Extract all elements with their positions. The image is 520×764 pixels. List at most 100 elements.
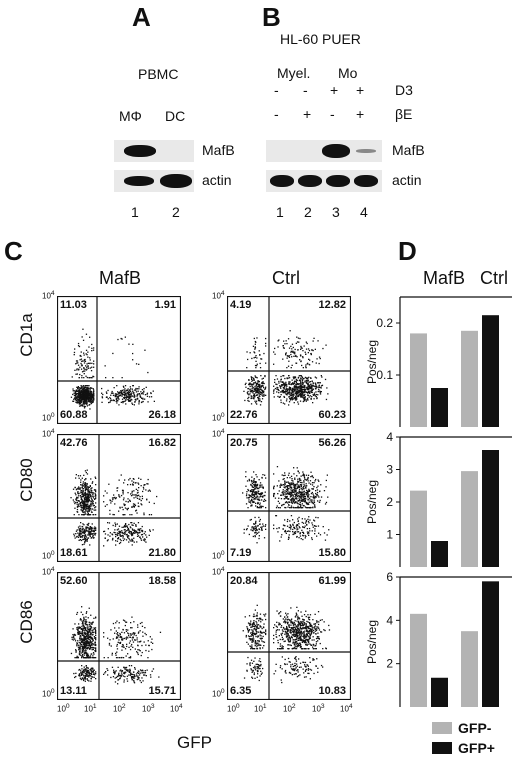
panel-d-column-mafb: MafB <box>423 268 466 288</box>
quadrant-ll: 6.35 <box>230 685 252 697</box>
be-sign-2: + <box>303 106 312 122</box>
y-tick: 104 <box>42 290 55 301</box>
be-sign-4: + <box>356 106 365 122</box>
be-sign-1: - <box>274 106 279 122</box>
x-tick: 101 <box>84 703 97 714</box>
quadrant-lr: 60.23 <box>318 409 346 421</box>
y-tick: 104 <box>212 566 225 577</box>
d3-sign-2: - <box>303 82 308 98</box>
y-tick-label: 2 <box>386 657 393 671</box>
blot-a-mafb <box>114 140 194 162</box>
legend-label-gfp-neg: GFP- <box>458 720 492 736</box>
blot-b-actin <box>266 170 382 192</box>
facs-events <box>70 606 162 685</box>
y-tick-label: 2 <box>386 495 393 509</box>
quadrant-ul: 52.60 <box>60 575 88 587</box>
quadrant-ul: 42.76 <box>60 437 88 449</box>
panel-c-column-mafb: MafB <box>99 268 142 288</box>
panel-b-lane-number-4: 4 <box>360 204 368 220</box>
panel-a-lane-number-2: 2 <box>172 204 180 220</box>
band <box>356 149 376 153</box>
y-tick: 104 <box>212 290 225 301</box>
d3-sign-1: - <box>274 82 279 98</box>
panel-a-lane-number-1: 1 <box>131 204 139 220</box>
panel-label-d: D <box>398 236 417 266</box>
panel-label-a: A <box>132 2 151 32</box>
y-tick-label: 6 <box>386 570 393 584</box>
quadrant-ll: 18.61 <box>60 547 88 559</box>
y-tick-label: 0.1 <box>376 368 393 382</box>
x-tick: 100 <box>227 703 240 714</box>
quadrant-ul: 20.84 <box>230 575 258 587</box>
y-tick-label: 1 <box>386 528 393 542</box>
x-tick: 103 <box>312 703 325 714</box>
x-tick: 102 <box>283 703 296 714</box>
y-axis-label: Pos/neg <box>365 480 379 524</box>
quadrant-ur: 1.91 <box>154 299 176 311</box>
panel-b-group-2: Mo <box>338 65 358 81</box>
facs-scatter <box>56 433 182 563</box>
band <box>270 175 294 187</box>
bar-ctrl-gfp-pos <box>482 315 499 427</box>
bar-mafb-gfp-pos <box>431 677 448 707</box>
facs-scatter <box>226 295 352 425</box>
band <box>322 144 350 158</box>
quadrant-ul: 11.03 <box>60 299 87 311</box>
band <box>298 175 322 187</box>
facs-scatter <box>56 295 182 425</box>
facs-scatter <box>56 571 182 701</box>
bar-ctrl-gfp-neg <box>461 471 478 567</box>
bar-mafb-gfp-neg <box>410 613 427 707</box>
y-tick: 100 <box>42 688 55 699</box>
quadrant-ll: 22.76 <box>230 409 258 421</box>
x-tick: 103 <box>142 703 155 714</box>
y-axis-label: Pos/neg <box>365 620 379 664</box>
bar-ctrl-gfp-pos <box>482 581 499 707</box>
y-tick: 100 <box>42 550 55 561</box>
facs-plot-ctrl-cd86: 20.84 61.99 6.35 10.83 <box>226 571 352 701</box>
x-tick: 100 <box>57 703 70 714</box>
facs-plot-mafb-cd80: 42.76 16.82 18.61 21.80 <box>56 433 182 563</box>
quadrant-ur: 16.82 <box>148 437 176 449</box>
panel-a-group-label: PBMC <box>138 66 179 82</box>
bar-chart-2: 1 2 3 4 Pos/neg <box>365 430 512 567</box>
y-tick-label: 4 <box>386 613 393 627</box>
bar-chart-1: 0.1 0.2 Pos/neg <box>365 296 512 427</box>
quadrant-lr: 21.80 <box>148 547 176 559</box>
facs-plot-mafb-cd86: 52.60 18.58 13.11 15.71 <box>56 571 182 701</box>
bar-mafb-gfp-neg <box>410 333 427 427</box>
x-axis-label-gfp: GFP <box>177 733 212 752</box>
band <box>124 176 154 186</box>
y-tick: 100 <box>42 412 55 423</box>
y-tick: 104 <box>42 428 55 439</box>
quadrant-ur: 56.26 <box>318 437 346 449</box>
be-label: βE <box>395 106 413 122</box>
d3-sign-4: + <box>356 82 365 98</box>
facs-events <box>242 604 331 684</box>
panel-a-lane-label-2: DC <box>165 108 186 124</box>
bar-mafb-gfp-neg <box>410 490 427 567</box>
bar-ctrl-gfp-neg <box>461 631 478 707</box>
panel-a-row-label-1: MafB <box>202 142 235 158</box>
facs-plot-ctrl-cd80: 20.75 56.26 7.19 15.80 <box>226 433 352 563</box>
panel-b-group-1: Myel. <box>277 65 311 81</box>
legend-swatch-gfp-neg <box>432 722 452 734</box>
panel-b-lane-number-1: 1 <box>276 204 284 220</box>
legend-label-gfp-pos: GFP+ <box>458 740 495 756</box>
panel-c-column-ctrl: Ctrl <box>272 268 300 288</box>
y-tick-label: 0.2 <box>376 316 393 330</box>
be-sign-3: - <box>330 106 335 122</box>
facs-scatter <box>226 433 352 563</box>
panel-b-lane-number-3: 3 <box>332 204 340 220</box>
y-tick-label: 3 <box>386 463 393 477</box>
x-tick: 102 <box>113 703 126 714</box>
d3-label: D3 <box>395 82 413 98</box>
bar-mafb-gfp-pos <box>431 388 448 427</box>
facs-scatter <box>226 571 352 701</box>
bar-mafb-gfp-pos <box>431 541 448 567</box>
quadrant-lr: 15.71 <box>148 685 176 697</box>
panel-b-cell-line: HL-60 PUER <box>280 31 361 47</box>
panel-b-row-label-1: MafB <box>392 142 425 158</box>
quadrant-ur: 12.82 <box>318 299 346 311</box>
